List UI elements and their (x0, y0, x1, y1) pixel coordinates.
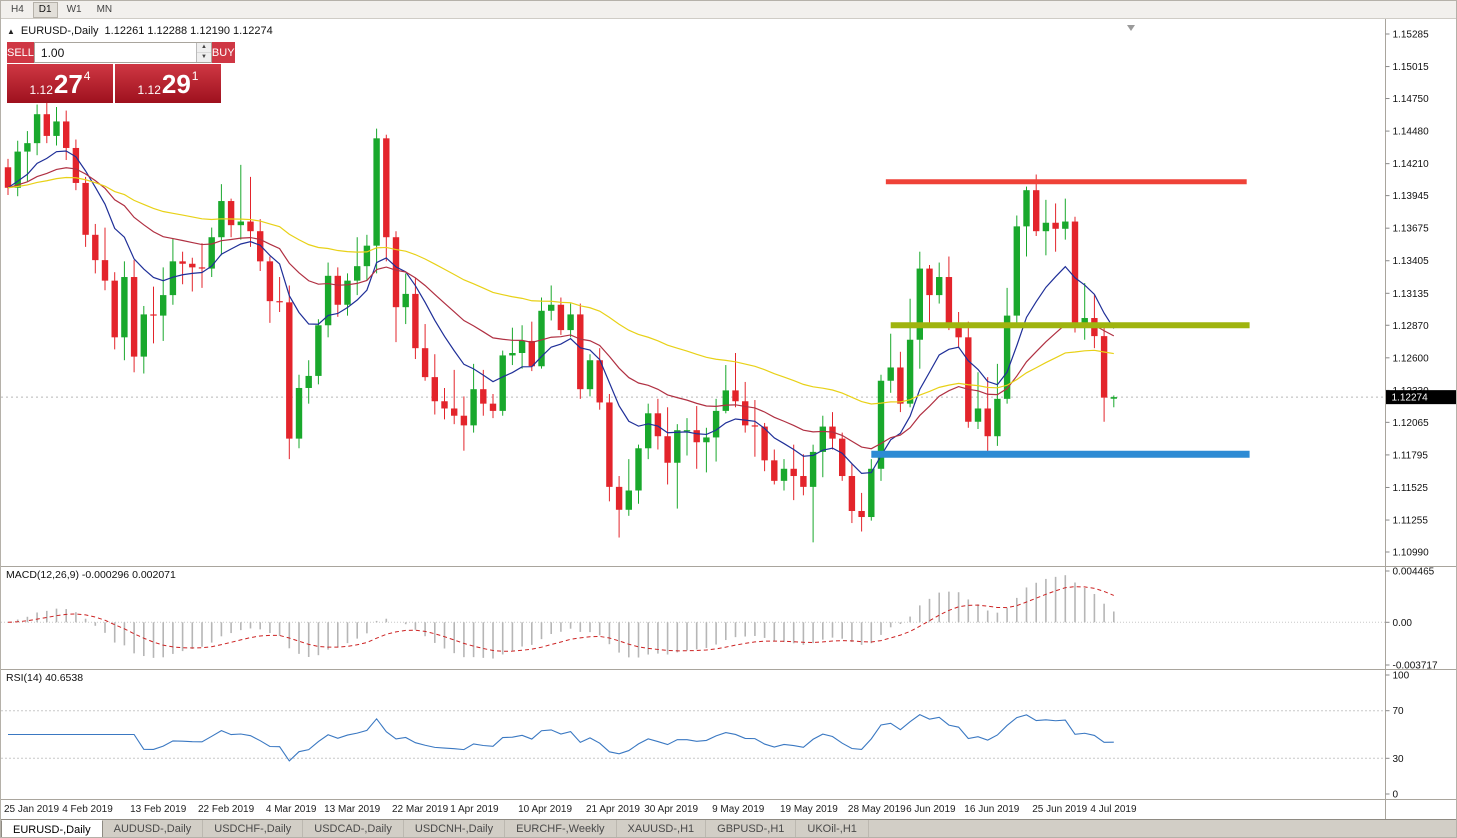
chart-tab-usdcnh-daily[interactable]: USDCNH-,Daily (404, 820, 506, 837)
svg-text:10 Apr 2019: 10 Apr 2019 (518, 804, 572, 815)
timeframe-button-mn[interactable]: MN (96, 3, 113, 15)
chart-tab-usdcad-daily[interactable]: USDCAD-,Daily (303, 820, 404, 837)
svg-text:4 Feb 2019: 4 Feb 2019 (62, 804, 113, 815)
svg-text:0: 0 (1393, 790, 1399, 801)
volume-input-wrap: ▲ ▼ (33, 42, 212, 63)
svg-text:28 May 2019: 28 May 2019 (848, 804, 906, 815)
svg-text:1.14210: 1.14210 (1393, 159, 1430, 170)
svg-text:1.14480: 1.14480 (1393, 127, 1430, 138)
buy-price-prefix: 1.12 (137, 83, 161, 97)
candlestick-series (4, 98, 1117, 543)
volume-input[interactable] (34, 43, 196, 62)
sell-price-prefix: 1.12 (29, 83, 53, 97)
ma-10-line (7, 150, 1115, 475)
chart-window: 1.15285 1.15015 1.14750 1.14480 1.14210 1.139… (1, 19, 1456, 819)
svg-text:1.14750: 1.14750 (1393, 94, 1430, 105)
one-click-collapse-icon[interactable]: ▲ (7, 26, 15, 36)
svg-text:100: 100 (1393, 671, 1410, 682)
svg-text:16 Jun 2019: 16 Jun 2019 (964, 804, 1019, 815)
svg-text:70: 70 (1393, 706, 1405, 717)
svg-text:21 Apr 2019: 21 Apr 2019 (586, 804, 640, 815)
ma-55-line (7, 176, 1114, 405)
svg-text:1.15285: 1.15285 (1393, 30, 1430, 41)
timeframe-button-h4[interactable]: H4 (11, 3, 24, 15)
rsi-line (8, 714, 1114, 762)
svg-text:6 Jun 2019: 6 Jun 2019 (906, 804, 956, 815)
svg-text:0.00: 0.00 (1393, 618, 1413, 629)
svg-text:9 May 2019: 9 May 2019 (712, 804, 765, 815)
svg-text:1.13135: 1.13135 (1393, 289, 1430, 300)
svg-text:1.12870: 1.12870 (1393, 321, 1430, 332)
svg-text:0.004465: 0.004465 (1393, 567, 1435, 578)
svg-text:1.13945: 1.13945 (1393, 191, 1430, 202)
macd-axis: 0.004465 0.00 -0.003717 (1385, 567, 1438, 672)
svg-text:-0.003717: -0.003717 (1393, 661, 1438, 672)
svg-text:1.13405: 1.13405 (1393, 256, 1430, 267)
chart-shift-marker-icon[interactable] (1127, 25, 1135, 31)
volume-spinner: ▲ ▼ (195, 43, 211, 62)
buy-price-big-digits: 29 (161, 68, 191, 99)
sell-price-big-digits: 27 (53, 68, 83, 99)
svg-text:1.11795: 1.11795 (1393, 450, 1429, 461)
svg-text:30: 30 (1393, 754, 1405, 765)
svg-text:1 Apr 2019: 1 Apr 2019 (450, 804, 499, 815)
svg-text:1.15015: 1.15015 (1393, 62, 1430, 73)
rsi-indicator-label: RSI(14) 40.6538 (6, 672, 84, 684)
chart-symbol-label: EURUSD-,Daily (20, 25, 99, 37)
chart-tab-usdchf-daily[interactable]: USDCHF-,Daily (203, 820, 304, 837)
chart-tab-eurchf-weekly[interactable]: EURCHF-,Weekly (505, 820, 617, 837)
current-price-badge-text: 1.12274 (1392, 393, 1429, 404)
sell-price-button[interactable]: 1.12 27 4 (7, 64, 113, 103)
rsi-axis: 100 70 30 0 (1385, 671, 1410, 801)
chart-tab-ukoil-h1[interactable]: UKOil-,H1 (796, 820, 869, 837)
chart-ohlc-values: 1.12261 1.12288 1.12190 1.12274 (104, 25, 273, 37)
svg-text:30 Apr 2019: 30 Apr 2019 (644, 804, 698, 815)
current-price-badge (1386, 390, 1456, 405)
buy-price-button[interactable]: 1.12 29 1 (115, 64, 221, 103)
chart-ohlc-header: ▲ EURUSD-,Daily 1.12261 1.12288 1.12190 … (7, 25, 273, 37)
date-axis: 25 Jan 2019 4 Feb 2019 13 Feb 2019 22 Feb 2… (4, 804, 1137, 815)
chart-tab-eurusd-daily[interactable]: EURUSD-,Daily (1, 820, 103, 837)
svg-text:25 Jun 2019: 25 Jun 2019 (1032, 804, 1087, 815)
volume-up-icon[interactable]: ▲ (196, 43, 211, 53)
timeframe-button-w1[interactable]: W1 (66, 3, 82, 15)
svg-text:13 Feb 2019: 13 Feb 2019 (130, 804, 187, 815)
svg-text:4 Mar 2019: 4 Mar 2019 (266, 804, 317, 815)
chart-tab-xauusd-h1[interactable]: XAUUSD-,H1 (617, 820, 707, 837)
buy-price-pipette: 1 (191, 69, 199, 83)
svg-text:13 Mar 2019: 13 Mar 2019 (324, 804, 381, 815)
svg-text:25 Jan 2019: 25 Jan 2019 (4, 804, 59, 815)
svg-text:1.13675: 1.13675 (1393, 224, 1430, 235)
chart-tabs-bar: EURUSD-,Daily AUDUSD-,Daily USDCHF-,Daily U… (1, 819, 1456, 837)
sell-tab[interactable]: SELL (7, 42, 34, 63)
chart-tab-audusd-daily[interactable]: AUDUSD-,Daily (103, 820, 204, 837)
buy-tab[interactable]: BUY (211, 42, 235, 63)
svg-text:1.10990: 1.10990 (1393, 548, 1430, 559)
sell-price-pipette: 4 (83, 69, 91, 83)
one-click-trading-panel: SELL ▲ ▼ BUY 1.12 27 4 1.12 (7, 42, 235, 103)
macd-histogram (16, 575, 1115, 659)
macd-signal-line (7, 586, 1114, 652)
svg-text:1.11525: 1.11525 (1393, 483, 1429, 494)
ma-25-line (7, 167, 1115, 450)
svg-text:1.12600: 1.12600 (1393, 353, 1430, 364)
price-axis: 1.15285 1.15015 1.14750 1.14480 1.14210 1.139… (1385, 30, 1430, 559)
svg-text:19 May 2019: 19 May 2019 (780, 804, 838, 815)
timeframe-toolbar: H4 D1 W1 MN (1, 1, 1456, 19)
svg-text:22 Feb 2019: 22 Feb 2019 (198, 804, 255, 815)
chart-tab-gbpusd-h1[interactable]: GBPUSD-,H1 (706, 820, 797, 837)
volume-down-icon[interactable]: ▼ (200, 54, 207, 60)
svg-text:22 Mar 2019: 22 Mar 2019 (392, 804, 449, 815)
macd-indicator-label: MACD(12,26,9) -0.000296 0.002071 (6, 569, 176, 581)
svg-text:4 Jul 2019: 4 Jul 2019 (1090, 804, 1137, 815)
svg-text:1.12065: 1.12065 (1393, 418, 1430, 429)
timeframe-button-d1[interactable]: D1 (32, 1, 58, 18)
chart-canvas: 1.15285 1.15015 1.14750 1.14480 1.14210 1.139… (1, 19, 1456, 819)
svg-text:1.11255: 1.11255 (1393, 516, 1429, 527)
